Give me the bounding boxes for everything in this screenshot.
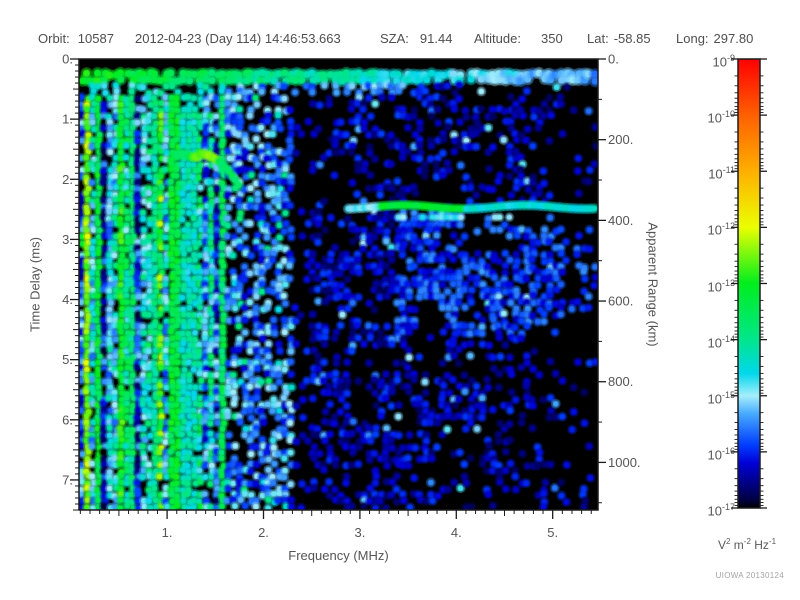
- colorbar-tick-label: 10-17: [707, 502, 735, 519]
- colorbar-tick-label: 10-16: [707, 445, 735, 463]
- orbit-field: Orbit: 10587: [38, 31, 114, 46]
- x-axis-title: Frequency (MHz): [288, 548, 389, 563]
- header-info: Orbit: 10587 2012-04-23 (Day 114) 14:46:5…: [0, 31, 800, 48]
- x-tick-label: 3.: [354, 525, 365, 540]
- long-field: Long: 297.80: [676, 31, 753, 46]
- sza-label: SZA:: [380, 31, 409, 46]
- lat-field: Lat: -58.85: [587, 31, 651, 46]
- altitude-label: Altitude:: [474, 31, 521, 46]
- colorbar-tick-label: 10-15: [707, 389, 735, 407]
- altitude-field: Altitude: 350: [474, 31, 563, 46]
- spectrogram-canvas: [79, 59, 598, 510]
- units-superscript: -1: [768, 537, 777, 546]
- y-tick-label: 6.: [62, 412, 73, 427]
- orbit-value: 10587: [77, 31, 114, 46]
- colorbar-units-label: V2 m-2 Hz-1: [687, 537, 800, 552]
- altitude-value: 350: [540, 31, 563, 46]
- datetime-field: 2012-04-23 (Day 114) 14:46:53.663: [135, 31, 341, 46]
- y2-axis-title: Apparent Range (km): [645, 222, 661, 347]
- colorbar-tick-label: 10-10: [707, 109, 735, 126]
- lat-label: Lat:: [587, 31, 609, 46]
- colorbar-tick-label: 10-12: [707, 221, 735, 238]
- lat-value: -58.85: [613, 31, 651, 46]
- y-tick-label: 1.: [62, 112, 73, 127]
- y2-tick-label: 400.: [608, 213, 633, 228]
- y-tick-label: 0.: [62, 52, 73, 67]
- units-text: V: [717, 538, 726, 552]
- y-tick-label: 2.: [62, 172, 73, 187]
- long-value: 297.80: [713, 31, 754, 46]
- units-superscript: -2: [743, 537, 751, 546]
- colorbar-gradient: [738, 59, 760, 508]
- colorbar-tick-label: 10-9: [712, 53, 735, 70]
- orbit-label: Orbit:: [38, 31, 70, 46]
- sza-field: SZA: 91.44: [380, 31, 452, 46]
- x-tick-label: 4.: [451, 525, 462, 540]
- colorbar-tick-label: 10-11: [708, 165, 735, 182]
- y-tick-label: 3.: [62, 232, 73, 247]
- y-tick-label: 7.: [62, 472, 73, 487]
- long-label: Long:: [676, 31, 709, 46]
- colorbar-tick-label: 10-13: [707, 277, 735, 294]
- y-tick-label: 5.: [62, 352, 73, 367]
- y-axis-title: Time Delay (ms): [27, 237, 43, 332]
- y2-tick-label: 0.: [608, 52, 619, 67]
- x-tick-label: 2.: [258, 525, 269, 540]
- colorbar-labels: 10-9 10-10 10-11 10-12 10-13 10-14 10-15 10-16 1…: [686, 0, 735, 600]
- y2-tick-label: 1000.: [608, 455, 641, 470]
- y2-tick-label: 600.: [608, 294, 633, 309]
- sza-value: 91.44: [419, 31, 453, 46]
- y2-tick-label: 800.: [608, 374, 633, 389]
- y-tick-label: 4.: [62, 292, 73, 307]
- units-text: m: [730, 538, 744, 552]
- units-superscript: 2: [725, 537, 731, 546]
- x-tick-label: 1.: [162, 525, 173, 540]
- y2-tick-label: 200.: [608, 132, 633, 147]
- colorbar-tick-label: 10-14: [707, 333, 735, 350]
- x-tick-label: 5.: [547, 525, 558, 540]
- units-text: Hz: [750, 538, 769, 552]
- watermark: UIOWA 20130124: [715, 571, 784, 580]
